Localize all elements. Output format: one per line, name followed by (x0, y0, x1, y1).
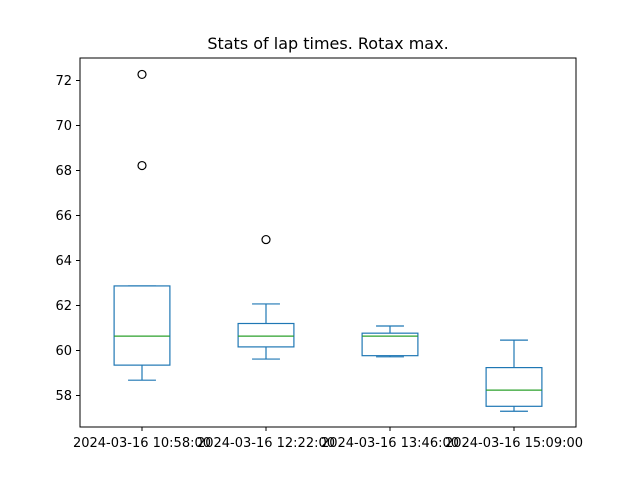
box-group (113, 69, 171, 381)
x-tick-label: 2024-03-16 10:58:00 (73, 436, 211, 451)
x-tick-label: 2024-03-16 12:22:00 (197, 436, 335, 451)
box-group (485, 339, 543, 412)
y-tick-label: 58 (55, 389, 72, 404)
box-iqr (361, 332, 419, 357)
y-tick-label: 60 (55, 344, 72, 359)
outlier-point (261, 234, 271, 245)
y-tick-label: 64 (55, 254, 72, 269)
plot-frame (79, 57, 577, 428)
x-tick-label: 2024-03-16 13:46:00 (321, 436, 459, 451)
box-iqr (237, 322, 295, 348)
outlier-point (137, 69, 147, 80)
box-iqr (113, 285, 171, 366)
y-tick-label: 62 (55, 299, 72, 314)
outlier-point (137, 160, 147, 171)
x-tick-label: 2024-03-16 15:09:00 (445, 436, 583, 451)
box-group (361, 325, 419, 358)
y-tick-label: 68 (55, 164, 72, 179)
y-tick-label: 66 (55, 209, 72, 224)
y-tick-label: 72 (55, 74, 72, 89)
y-tick-label: 70 (55, 119, 72, 134)
box-group (237, 234, 295, 360)
box-iqr (485, 367, 543, 407)
chart-title: Stats of lap times. Rotax max. (207, 34, 448, 53)
